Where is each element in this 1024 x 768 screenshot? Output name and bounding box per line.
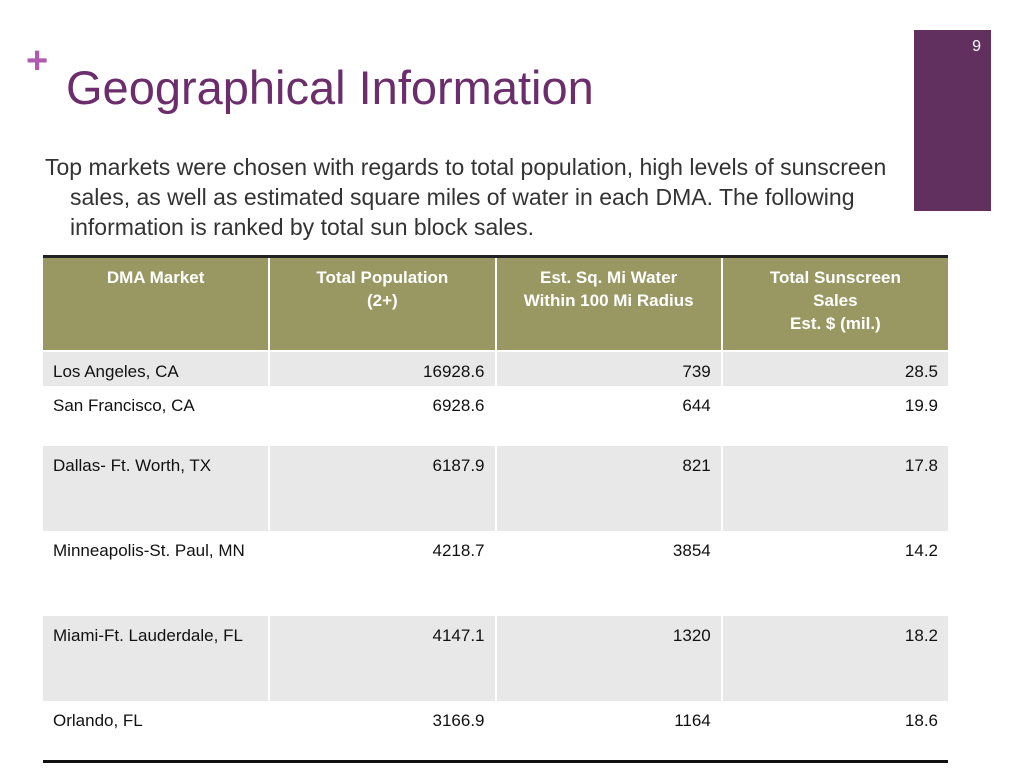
number-cell: 18.2 — [720, 616, 948, 701]
number-cell: 1320 — [494, 616, 722, 701]
table-row: San Francisco, CA 6928.6 644 19.9 — [43, 386, 948, 446]
table-row: Los Angeles, CA 16928.6 739 28.5 — [43, 351, 948, 386]
number-cell: 16928.6 — [268, 351, 496, 386]
number-cell: 17.8 — [720, 446, 948, 531]
market-table: DMA Market Total Population (2+) Est. Sq. … — [43, 255, 948, 763]
number-cell: 1164 — [494, 701, 722, 761]
header-row: DMA Market Total Population (2+) Est. Sq. … — [43, 256, 948, 352]
table-row: Orlando, FL 3166.9 1164 18.6 — [43, 701, 948, 761]
market-cell: Los Angeles, CA — [43, 351, 270, 386]
number-cell: 28.5 — [720, 351, 948, 386]
market-cell: Dallas- Ft. Worth, TX — [43, 446, 270, 531]
number-cell: 821 — [494, 446, 722, 531]
number-cell: 6187.9 — [268, 446, 496, 531]
number-cell: 644 — [494, 386, 722, 446]
header-cell: DMA Market — [43, 256, 270, 352]
number-cell: 18.6 — [720, 701, 948, 761]
table-row: Minneapolis-St. Paul, MN 4218.7 3854 14.2 — [43, 531, 948, 616]
market-cell: Minneapolis-St. Paul, MN — [53, 541, 245, 560]
number-cell: 3166.9 — [268, 701, 496, 761]
slide-title: Geographical Information — [66, 61, 594, 114]
market-cell: Orlando, FL — [53, 711, 143, 730]
number-cell: 19.9 — [720, 386, 948, 446]
number-cell: 4218.7 — [268, 531, 496, 616]
table-row: Miami-Ft. Lauderdale, FL 4147.1 1320 18.2 — [43, 616, 948, 701]
bullet-mark: + — [26, 40, 49, 82]
market-cell: San Francisco, CA — [53, 396, 195, 415]
body-text: Top markets were chosen with regards to … — [45, 154, 887, 240]
number-cell: 6928.6 — [268, 386, 496, 446]
table-row: Dallas- Ft. Worth, TX 6187.9 821 17.8 — [43, 446, 948, 531]
number-cell: 14.2 — [720, 531, 948, 616]
number-cell: 4147.1 — [268, 616, 496, 701]
header-cell: Total Sunscreen Sales Est. $ (mil.) — [720, 256, 948, 352]
number-cell: 739 — [494, 351, 722, 386]
header-cell: Total Population (2+) — [268, 256, 496, 352]
header-cell: Est. Sq. Mi Water Within 100 Mi Radius — [494, 256, 722, 352]
number-box: 9 — [914, 30, 991, 211]
slide-number: 9 — [972, 38, 981, 55]
market-cell: Miami-Ft. Lauderdale, FL — [43, 616, 270, 701]
number-cell: 3854 — [494, 531, 722, 616]
